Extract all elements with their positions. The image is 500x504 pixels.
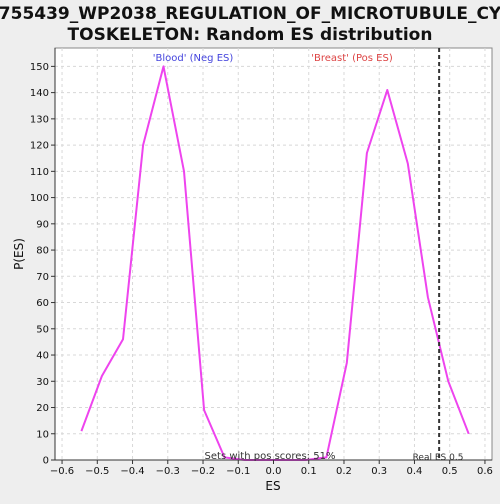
real-es-label: Real ES 0.5 <box>413 453 464 463</box>
y-tick-label: 60 <box>36 298 49 309</box>
x-tick-label: 0.5 <box>442 466 458 477</box>
x-tick-label: −0.3 <box>156 466 180 477</box>
y-tick-label: 110 <box>30 167 49 178</box>
x-tick-label: 0.6 <box>477 466 493 477</box>
x-tick-label: 0.0 <box>266 466 282 477</box>
y-tick-label: 0 <box>43 456 49 467</box>
x-tick-label: 0.1 <box>301 466 317 477</box>
y-tick-label: 40 <box>36 351 49 362</box>
legend-pos-label: 'Breast' (Pos ES) <box>311 53 393 64</box>
x-tick-label: 0.2 <box>336 466 352 477</box>
y-tick-label: 100 <box>30 193 49 204</box>
axis-layer: 0 10 20 30 40 50 60 70 80 90 100 110 120 130 140 150 −0.… <box>30 48 493 477</box>
y-tick-label: 20 <box>36 403 49 414</box>
x-tick-label: −0.5 <box>85 466 109 477</box>
y-tick-label: 150 <box>30 62 49 73</box>
y-tick-label: 10 <box>36 429 49 440</box>
footer-note: Sets with pos scores: 51% <box>205 451 336 462</box>
y-tick-label: 80 <box>36 246 49 257</box>
x-axis-label: ES <box>265 479 280 493</box>
y-tick-label: 70 <box>36 272 49 283</box>
x-tick-label: −0.6 <box>50 466 74 477</box>
legend-neg-label: 'Blood' (Neg ES) <box>153 53 234 64</box>
y-tick-label: 140 <box>30 88 49 99</box>
y-axis-label: P(ES) <box>12 238 26 270</box>
chart-title-line-2: TOSKELETON: Random ES distribution <box>68 25 433 45</box>
y-tick-label: 50 <box>36 324 49 335</box>
y-tick-label: 90 <box>36 219 49 230</box>
y-tick-label: 130 <box>30 114 49 125</box>
x-tick-label: −0.4 <box>120 466 144 477</box>
chart-title-line-1: 755439_WP2038_REGULATION_OF_MICROTUBULE_… <box>0 4 500 24</box>
x-tick-label: −0.2 <box>191 466 215 477</box>
y-tick-label: 120 <box>30 141 49 152</box>
x-tick-label: 0.3 <box>371 466 387 477</box>
x-tick-label: −0.1 <box>226 466 250 477</box>
y-tick-label: 30 <box>36 377 49 388</box>
grid-layer <box>55 48 492 460</box>
x-tick-label: 0.4 <box>407 466 423 477</box>
